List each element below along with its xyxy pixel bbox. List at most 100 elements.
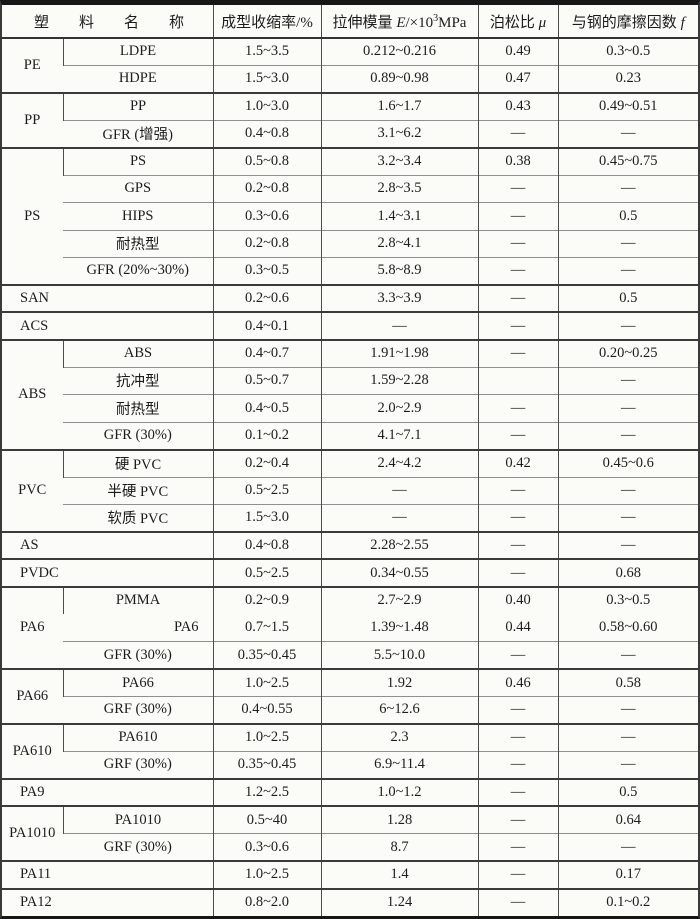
table-row: PP PP 1.0~3.0 1.6~1.7 0.43 0.49~0.51 <box>2 91 699 148</box>
value-cell: 2.3 <box>320 722 479 752</box>
value-cell: 0.46 <box>477 668 559 697</box>
modulus-header-mid: /×10 <box>405 14 434 31</box>
value-cell: 0.3~0.6 <box>212 202 322 231</box>
value-cell: — <box>477 695 559 724</box>
value-cell: — <box>477 394 559 423</box>
value-cell: 0.5~2.5 <box>212 476 322 505</box>
value-cell: 0.1~0.2 <box>212 421 322 450</box>
table-row: PVDC 0.5~2.5 0.34~0.55—0.68 <box>2 558 699 587</box>
group-name-cell: PP <box>2 91 63 148</box>
table-row: PA610 PA610 1.0~2.5 2.3— — <box>2 722 699 779</box>
value-cell: 0.7~1.5 <box>212 614 322 642</box>
table-row: GRF (30%) 0.35~0.45 6.9~11.4— — <box>2 750 699 779</box>
value-cell: 0.40 <box>477 585 559 615</box>
value-cell: 0.2~0.8 <box>212 229 322 258</box>
value-cell: 2.4~4.2 <box>320 448 479 477</box>
value-cell: 1.39~1.48 <box>320 614 479 642</box>
plastic-name-cell: PA11 <box>2 860 214 889</box>
plastic-name-cell: 耐热型 <box>63 229 214 258</box>
table-row: HIPS 0.3~0.6 1.4~3.1—0.5 <box>2 202 699 231</box>
value-cell: 0.8~2.0 <box>212 887 322 916</box>
table-row: GFR (30%) 0.35~0.45 5.5~10.0— — <box>2 641 699 670</box>
table-row: PA6 PMMA 0.2~0.9 2.7~2.9 0.40 0.3~0.5 <box>2 585 699 670</box>
plastic-name-cell: PS <box>62 146 214 176</box>
value-cell: — <box>477 311 559 340</box>
plastic-name-cell: PA610 <box>62 722 214 752</box>
value-cell: — <box>477 722 559 752</box>
value-cell: 1.91~1.98 <box>320 338 479 368</box>
value-cell: 1.4~3.1 <box>320 202 479 231</box>
table-row: PVC 硬 PVC 0.2~0.4 2.4~4.2 0.42 0.45~0.6 <box>2 448 699 532</box>
header-row: 塑料名称 成型收缩率/% 拉伸模量 E/×103MPa 泊松比 μ 与钢的摩擦因… <box>2 5 699 39</box>
value-cell: — <box>477 777 559 807</box>
value-cell: 3.3~3.9 <box>320 283 479 313</box>
table-row: PA11 1.0~2.5 1.4—0.17 <box>2 860 699 889</box>
plastic-name-cell: GRF (30%) <box>63 833 214 862</box>
table-row: 抗冲型 0.5~0.7 1.59~2.28 — <box>2 366 699 395</box>
friction-symbol: f <box>680 14 685 31</box>
value-cell: 1.0~2.5 <box>212 668 322 697</box>
value-cell: 1.4 <box>320 860 479 889</box>
poisson-header-text: 泊松比 <box>489 14 539 31</box>
value-cell: 2.8~4.1 <box>320 229 479 258</box>
materials-properties-table: 塑料名称 成型收缩率/% 拉伸模量 E/×103MPa 泊松比 μ 与钢的摩擦因… <box>2 5 699 916</box>
plastic-name-cell: GFR (20%~30%) <box>63 256 214 285</box>
table-row: PE LDPE 1.5~3.5 0.212~0.216 0.49 0.3~0.5 <box>2 36 699 93</box>
value-cell: 0.2~0.8 <box>212 174 322 203</box>
value-cell: — <box>557 394 699 423</box>
value-cell: — <box>477 530 559 560</box>
value-cell: 1.0~2.5 <box>212 722 322 752</box>
table-row: HDPE 1.5~3.0 0.89~0.98 0.47 0.23 <box>2 64 699 93</box>
poisson-symbol: μ <box>538 14 547 31</box>
plastic-name-cell: GFR (30%) <box>63 421 214 450</box>
value-cell: — <box>557 750 699 779</box>
table-row: 耐热型 0.4~0.5 2.0~2.9— — <box>2 394 699 423</box>
table-row: AS 0.4~0.8 2.28~2.55— — <box>2 530 699 560</box>
value-cell: — <box>477 750 559 779</box>
value-cell: 0.45~0.6 <box>557 448 699 477</box>
group-name-cell: PVC <box>2 448 63 532</box>
value-cell: 0.35~0.45 <box>212 641 322 670</box>
value-cell: 5.8~8.9 <box>320 256 479 285</box>
value-cell: — <box>557 119 699 148</box>
table-row: GFR (增强) 0.4~0.8 3.1~6.2— — <box>2 119 699 148</box>
plastic-name-cell: GFR (30%) <box>63 641 214 670</box>
value-cell: 0.4~0.7 <box>212 338 322 368</box>
value-cell: 0.1~0.2 <box>557 887 699 916</box>
plastic-name-cell: AS <box>2 530 214 560</box>
group-name-cell: PA1010 <box>2 805 63 862</box>
value-cell: 0.5~40 <box>212 805 322 834</box>
group-name-cell: PA610 <box>2 722 63 779</box>
value-cell: — <box>477 860 559 889</box>
value-cell: 2.0~2.9 <box>320 394 479 423</box>
value-cell: — <box>477 229 559 258</box>
value-cell: 1.5~3.5 <box>212 36 322 66</box>
table-row: ABS ABS 0.4~0.7 1.91~1.98—0.20~0.25 <box>2 338 699 450</box>
value-cell: — <box>477 338 559 368</box>
value-cell: 5.5~10.0 <box>320 641 479 670</box>
plastic-name-cell: PA6 <box>174 619 199 636</box>
value-cell: — <box>557 530 699 560</box>
plastic-name-cell: 软质 PVC <box>63 503 214 532</box>
value-cell: — <box>557 229 699 258</box>
value-cell: 0.49 <box>477 36 559 66</box>
value-cell: 0.5~0.8 <box>212 146 322 176</box>
value-cell: 8.7 <box>320 833 479 862</box>
plastic-name-cell: PVDC <box>2 558 214 587</box>
value-cell: 0.5 <box>557 283 699 313</box>
value-cell: 0.47 <box>477 64 559 93</box>
value-cell: — <box>557 641 699 670</box>
group-name-cell: PA66 <box>2 668 63 724</box>
value-cell: 1.92 <box>320 668 479 697</box>
value-cell: 1.0~1.2 <box>320 777 479 807</box>
value-cell: — <box>477 887 559 916</box>
value-cell: — <box>477 256 559 285</box>
value-cell: 0.45~0.75 <box>557 146 699 176</box>
plastic-name-cell: HIPS <box>63 202 214 231</box>
value-cell: — <box>557 366 699 395</box>
table-row: 半硬 PVC 0.5~2.5— — — <box>2 476 699 505</box>
plastic-name-cell: PA9 <box>2 777 214 807</box>
plastic-name-cell: GRF (30%) <box>63 695 214 724</box>
